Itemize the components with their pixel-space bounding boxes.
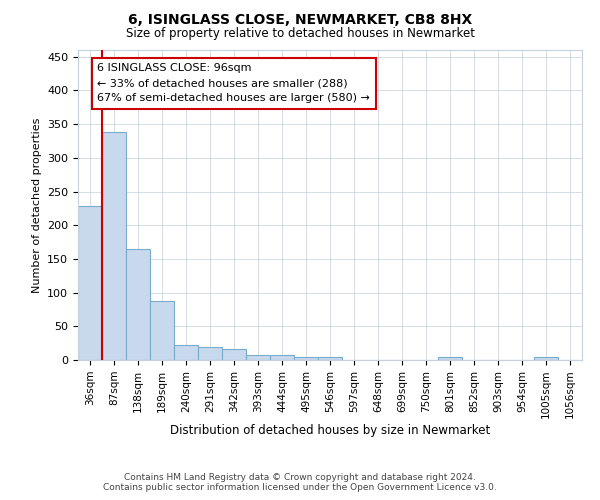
Y-axis label: Number of detached properties: Number of detached properties <box>32 118 41 292</box>
Bar <box>150 300 174 360</box>
Bar <box>318 356 342 360</box>
Bar <box>294 356 318 360</box>
X-axis label: Distribution of detached houses by size in Newmarket: Distribution of detached houses by size … <box>170 424 490 437</box>
Bar <box>78 206 102 360</box>
Text: Contains HM Land Registry data © Crown copyright and database right 2024.
Contai: Contains HM Land Registry data © Crown c… <box>103 473 497 492</box>
Bar <box>198 347 222 360</box>
Text: Size of property relative to detached houses in Newmarket: Size of property relative to detached ho… <box>125 28 475 40</box>
Bar <box>438 358 462 360</box>
Bar <box>246 354 270 360</box>
Bar <box>270 356 294 360</box>
Bar <box>534 358 558 360</box>
Bar <box>102 132 126 360</box>
Text: 6, ISINGLASS CLOSE, NEWMARKET, CB8 8HX: 6, ISINGLASS CLOSE, NEWMARKET, CB8 8HX <box>128 12 472 26</box>
Bar <box>222 349 246 360</box>
Bar <box>174 344 198 360</box>
Bar <box>126 249 150 360</box>
Text: 6 ISINGLASS CLOSE: 96sqm
← 33% of detached houses are smaller (288)
67% of semi-: 6 ISINGLASS CLOSE: 96sqm ← 33% of detach… <box>97 64 370 103</box>
